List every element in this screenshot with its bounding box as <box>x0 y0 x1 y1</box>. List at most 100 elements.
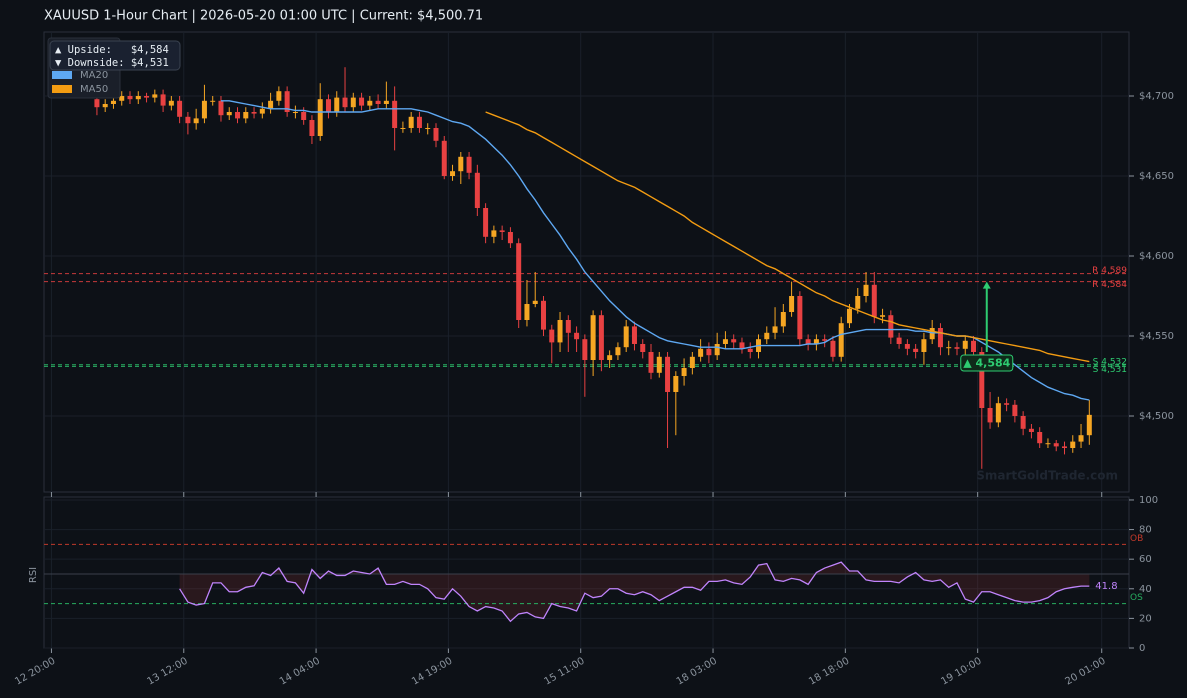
candle-body <box>309 120 315 136</box>
candle-body <box>1045 443 1051 445</box>
candle-body <box>474 172 480 208</box>
candle-body <box>110 100 116 104</box>
candle-body <box>284 91 290 112</box>
candle-body <box>574 332 580 340</box>
candle-body <box>226 112 232 116</box>
candle-body <box>582 339 588 360</box>
candle-body <box>615 347 621 356</box>
candle-body <box>565 320 571 333</box>
y-tick-label: 40 <box>1139 584 1152 595</box>
candle-body <box>722 339 728 344</box>
candle-body <box>416 116 422 128</box>
candle-body <box>880 315 886 317</box>
candle-body <box>681 368 687 376</box>
candle-body <box>268 100 274 109</box>
candle-body <box>483 208 489 237</box>
candle-body <box>954 347 960 349</box>
candle-body <box>673 376 679 392</box>
y-tick-label: $4,600 <box>1139 251 1174 262</box>
candle-body <box>830 340 836 357</box>
candle-body <box>102 104 108 108</box>
y-axis-label: RSI <box>28 567 39 583</box>
candle-body <box>375 100 381 104</box>
candle-body <box>962 340 968 349</box>
candle-body <box>888 315 894 338</box>
y-tick-label: $4,500 <box>1139 411 1174 422</box>
candle-body <box>648 352 654 373</box>
candle-body <box>144 96 150 98</box>
target-label: ▲ 4,584 <box>963 357 1010 370</box>
level-label: R 4,584 <box>1092 280 1127 290</box>
candle-body <box>706 348 712 356</box>
candle-body <box>433 128 439 141</box>
candle-body <box>383 100 389 104</box>
candle-body <box>623 326 629 348</box>
rsi-end-label: 41.8 <box>1095 581 1117 592</box>
candle-body <box>904 344 910 349</box>
candle-body <box>499 230 505 232</box>
y-tick-label: $4,700 <box>1139 91 1174 102</box>
info-box <box>49 40 181 71</box>
candle-body <box>135 96 141 100</box>
y-tick-label: 20 <box>1139 613 1152 624</box>
candle-body <box>838 323 844 357</box>
level-label: S 4,532 <box>1093 357 1127 367</box>
candle-body <box>359 97 365 106</box>
legend-label: MA50 <box>80 84 108 95</box>
candle-body <box>764 332 770 340</box>
candle-body <box>1012 404 1018 416</box>
target-label-box <box>960 354 1014 372</box>
candle-body <box>772 326 778 333</box>
candle-body <box>1004 403 1010 405</box>
candle-body <box>1078 435 1084 442</box>
candle-body <box>367 100 373 106</box>
candle-body <box>1020 416 1026 429</box>
candle-body <box>292 112 298 113</box>
candle-body <box>557 320 563 343</box>
y-tick-label: 100 <box>1139 495 1158 506</box>
candle-body <box>350 97 356 108</box>
candle-body <box>235 112 241 119</box>
candle-body <box>698 348 704 357</box>
candle-body <box>590 315 596 360</box>
oversold-label: OS <box>1130 593 1143 603</box>
chart-title: XAUUSD 1-Hour Chart | 2026-05-20 01:00 U… <box>44 9 483 24</box>
rsi-fill <box>179 562 1090 622</box>
candle-body <box>1070 441 1076 448</box>
candle-body <box>317 99 323 136</box>
candle-body <box>168 100 174 106</box>
candle-body <box>598 315 604 360</box>
candle-body <box>218 100 224 116</box>
candle-body <box>243 112 249 119</box>
y-tick-label: $4,550 <box>1139 331 1174 342</box>
candle-body <box>805 339 811 344</box>
candle-body <box>334 97 340 112</box>
candle-body <box>450 171 456 176</box>
candle-body <box>780 312 786 327</box>
candle-body <box>342 97 348 108</box>
candle-body <box>177 100 183 117</box>
rsi-panel <box>43 496 1130 649</box>
candle-body <box>201 100 207 119</box>
candle-body <box>921 339 927 352</box>
candle-body <box>392 100 398 128</box>
candle-body <box>466 156 472 173</box>
candle-body <box>789 296 795 312</box>
candle-body <box>549 329 555 343</box>
candle-body <box>747 348 753 352</box>
y-tick-label: 80 <box>1139 525 1152 536</box>
candle-body <box>408 116 414 128</box>
candle-body <box>193 118 199 124</box>
overbought-label: OB <box>1130 534 1143 544</box>
candle-body <box>822 339 828 341</box>
candle-body <box>540 300 546 330</box>
candle-body <box>1037 432 1043 444</box>
y-tick-label: 60 <box>1139 554 1152 565</box>
candle-body <box>640 344 646 352</box>
rsi-line <box>179 561 1090 623</box>
candle-body <box>946 347 952 349</box>
y-tick-label: $4,650 <box>1139 171 1174 182</box>
candle-body <box>871 284 877 317</box>
candle-body <box>739 342 745 349</box>
ma-line <box>485 111 1090 363</box>
